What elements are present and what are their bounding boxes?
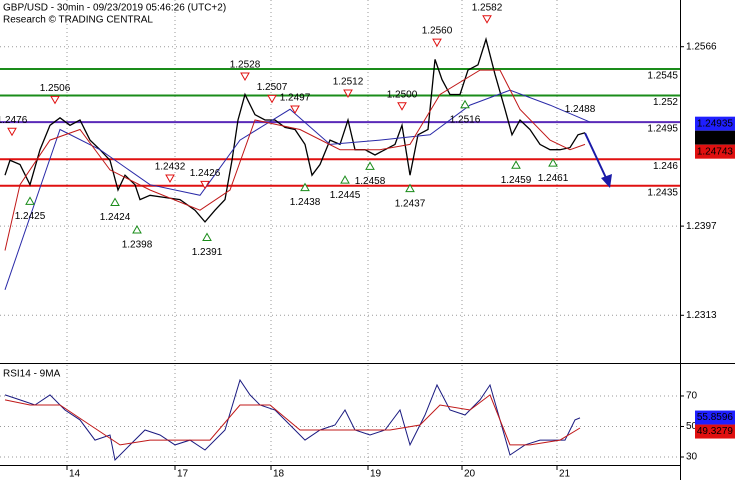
series-line xyxy=(4,89,591,290)
low-label: 1.2458 xyxy=(355,176,386,187)
low-label: 1.2445 xyxy=(330,190,361,201)
high-marker xyxy=(240,72,250,82)
high-marker xyxy=(343,89,353,99)
low-label: 1.2438 xyxy=(290,197,321,208)
high-marker xyxy=(267,94,277,104)
last-value-label: 1.24743 xyxy=(697,146,734,157)
high-label: 1.2476 xyxy=(0,115,28,126)
y-tick-label: 50 xyxy=(686,421,698,432)
high-marker xyxy=(482,15,492,24)
low-marker xyxy=(548,158,558,167)
last-value-label: 1.24935 xyxy=(697,118,734,129)
high-label: 1.2497 xyxy=(280,93,311,104)
x-tick-label: 17 xyxy=(177,469,189,480)
low-label: 1.2398 xyxy=(122,240,153,251)
high-marker xyxy=(290,105,300,114)
last-value-label: 49.3279 xyxy=(697,426,734,437)
chart-subtitle: Research © TRADING CENTRAL xyxy=(3,15,153,26)
high-label: 1.2582 xyxy=(472,2,503,13)
high-label: 1.2426 xyxy=(190,168,221,179)
high-marker xyxy=(432,38,442,48)
level-label: 1.252 xyxy=(653,97,678,108)
x-tick-label: 20 xyxy=(464,469,476,480)
low-label: 1.2437 xyxy=(395,198,426,209)
high-label: 1.2560 xyxy=(422,26,453,37)
chart-title: GBP/USD - 30min - 09/23/2019 05:46:26 (U… xyxy=(3,3,226,14)
high-label: 1.2512 xyxy=(333,77,364,88)
low-marker xyxy=(365,161,375,170)
low-label: 1.2425 xyxy=(15,211,46,222)
low-marker xyxy=(132,225,142,234)
x-tick-label: 21 xyxy=(559,469,571,480)
low-marker xyxy=(340,175,350,184)
low-label: 1.2516 xyxy=(450,114,481,125)
high-marker xyxy=(165,174,175,183)
level-label: 1.246 xyxy=(653,161,678,172)
series-line xyxy=(4,69,586,251)
level-label: 1.2435 xyxy=(647,187,678,198)
y-tick-label: 1.2313 xyxy=(686,310,717,321)
last-value-box xyxy=(695,424,735,439)
y-tick-label: 1.2566 xyxy=(686,41,717,52)
high-marker xyxy=(200,180,210,190)
x-tick-label: 18 xyxy=(273,469,285,480)
low-label: 1.2424 xyxy=(100,212,131,223)
forecast-arrow xyxy=(584,132,608,181)
high-marker xyxy=(50,95,60,105)
series-line xyxy=(4,36,586,223)
high-label: 1.2432 xyxy=(155,162,186,173)
low-marker xyxy=(405,183,415,193)
level-label: 1.2495 xyxy=(647,124,678,135)
low-marker xyxy=(110,197,120,206)
low-label: 1.2461 xyxy=(538,173,569,184)
last-value-label: 1.2487 xyxy=(702,132,733,143)
x-tick-label: 14 xyxy=(69,469,81,480)
low-marker xyxy=(300,182,310,192)
x-tick-label: 19 xyxy=(370,469,382,480)
high-label: 1.2500 xyxy=(387,89,418,100)
high-label: 1.2528 xyxy=(230,60,261,71)
panel-title: RSI14 - 9MA xyxy=(3,369,61,380)
y-tick-label: 1.2397 xyxy=(686,221,717,232)
y-tick-label: 70 xyxy=(686,391,698,402)
price-label: 1.2488 xyxy=(565,104,596,115)
low-label: 1.2391 xyxy=(192,247,223,258)
low-marker xyxy=(511,160,521,169)
low-marker xyxy=(460,99,470,109)
last-value-label: 55.8596 xyxy=(697,412,734,423)
series-line xyxy=(4,394,581,446)
high-marker xyxy=(7,127,17,137)
high-label: 1.2506 xyxy=(40,83,71,94)
high-marker xyxy=(397,102,407,111)
level-label: 1.2545 xyxy=(647,71,678,82)
low-marker xyxy=(25,196,35,205)
last-value-box xyxy=(695,144,735,159)
low-label: 1.2459 xyxy=(501,175,532,186)
last-value-box xyxy=(695,130,735,145)
low-marker xyxy=(202,232,212,241)
y-tick-label: 30 xyxy=(686,452,698,463)
forecast-arrow-head xyxy=(601,174,612,188)
last-value-box xyxy=(695,116,735,131)
last-value-box xyxy=(695,410,735,425)
high-label: 1.2507 xyxy=(257,82,288,93)
